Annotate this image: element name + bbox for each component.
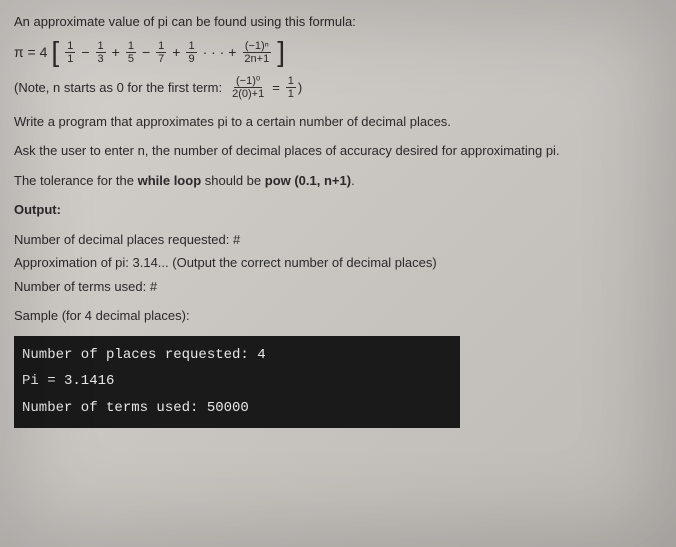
paragraph-3: The tolerance for the while loop should … <box>14 171 662 191</box>
note-prefix: (Note, n starts as 0 for the first term: <box>14 78 222 98</box>
note-line: (Note, n starts as 0 for the first term:… <box>14 75 662 100</box>
left-bracket: [ <box>51 41 59 63</box>
op-0: − <box>81 42 89 63</box>
note-frac: (−1)⁰2(0)+1 <box>230 75 266 100</box>
note-rhs: 11 <box>286 75 296 100</box>
term-0: 11 <box>65 40 75 65</box>
output-label: Output: <box>14 200 662 220</box>
terminal-line-3: Number of terms used: 50000 <box>22 395 452 422</box>
paragraph-1: Write a program that approximates pi to … <box>14 112 662 132</box>
output-line-2: Approximation of pi: 3.14... (Output the… <box>14 253 662 273</box>
dots: · · · + <box>203 42 237 63</box>
op-1: + <box>112 42 120 63</box>
terminal-line-2: Pi = 3.1416 <box>22 368 452 395</box>
terminal-output: Number of places requested: 4 Pi = 3.141… <box>14 336 460 428</box>
output-line-3: Number of terms used: # <box>14 277 662 297</box>
formula-lhs: π = 4 <box>14 42 47 63</box>
terminal-line-1: Number of places requested: 4 <box>22 342 452 369</box>
term-4: 19 <box>186 40 196 65</box>
op-2: − <box>142 42 150 63</box>
note-eq: = <box>272 78 280 98</box>
term-2: 15 <box>126 40 136 65</box>
problem-statement: An approximate value of pi can be found … <box>0 0 676 440</box>
right-bracket: ] <box>277 41 285 63</box>
term-3: 17 <box>156 40 166 65</box>
sample-label: Sample (for 4 decimal places): <box>14 306 662 326</box>
note-suffix: ) <box>298 78 302 98</box>
output-line-1: Number of decimal places requested: # <box>14 230 662 250</box>
term-1: 13 <box>96 40 106 65</box>
op-3: + <box>172 42 180 63</box>
paragraph-2: Ask the user to enter n, the number of d… <box>14 141 662 161</box>
term-n: (−1)ⁿ2n+1 <box>242 40 271 65</box>
pi-formula: π = 4 [ 11 − 13 + 15 − 17 + 19 · · · + (… <box>14 40 662 65</box>
intro-text: An approximate value of pi can be found … <box>14 12 662 32</box>
